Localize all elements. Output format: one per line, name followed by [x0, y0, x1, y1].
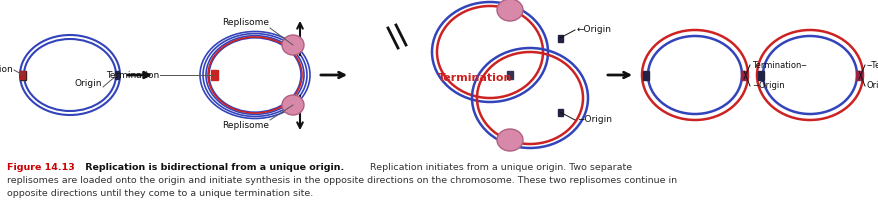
Bar [557, 34, 562, 41]
Ellipse shape [282, 95, 304, 115]
Bar [557, 109, 562, 115]
Text: replisomes are loaded onto the origin and initiate synthesis in the opposite dir: replisomes are loaded onto the origin an… [7, 176, 676, 185]
Text: opposite directions until they come to a unique termination site.: opposite directions until they come to a… [7, 189, 313, 198]
Text: Termination‒: Termination‒ [752, 60, 806, 69]
Ellipse shape [282, 35, 304, 55]
Text: ‒Termination: ‒Termination [866, 60, 878, 69]
Bar [757, 71, 763, 80]
Bar [855, 71, 861, 80]
Text: −Origin: −Origin [752, 81, 784, 91]
Bar [114, 71, 119, 79]
Text: Figure 14.13: Figure 14.13 [7, 163, 75, 172]
Ellipse shape [496, 129, 522, 151]
Bar [20, 71, 26, 80]
Text: ←Origin: ←Origin [576, 26, 611, 34]
Bar [740, 71, 746, 80]
Bar [212, 70, 219, 80]
Text: Origin‒: Origin‒ [866, 81, 878, 91]
Text: −Origin: −Origin [576, 115, 611, 124]
Text: Replisome: Replisome [222, 121, 269, 130]
Ellipse shape [496, 0, 522, 21]
Text: Replisome: Replisome [222, 18, 269, 27]
Bar [20, 71, 25, 79]
Text: Termination: Termination [437, 73, 512, 83]
Text: −Termination: −Termination [0, 66, 13, 75]
Text: Replication is bidirectional from a unique origin.: Replication is bidirectional from a uniq… [82, 163, 344, 172]
Text: Origin: Origin [75, 79, 102, 88]
Bar [507, 71, 513, 79]
Text: Termination: Termination [105, 71, 159, 80]
Text: Replication initiates from a unique origin. Two separate: Replication initiates from a unique orig… [367, 163, 631, 172]
Bar [643, 71, 648, 80]
